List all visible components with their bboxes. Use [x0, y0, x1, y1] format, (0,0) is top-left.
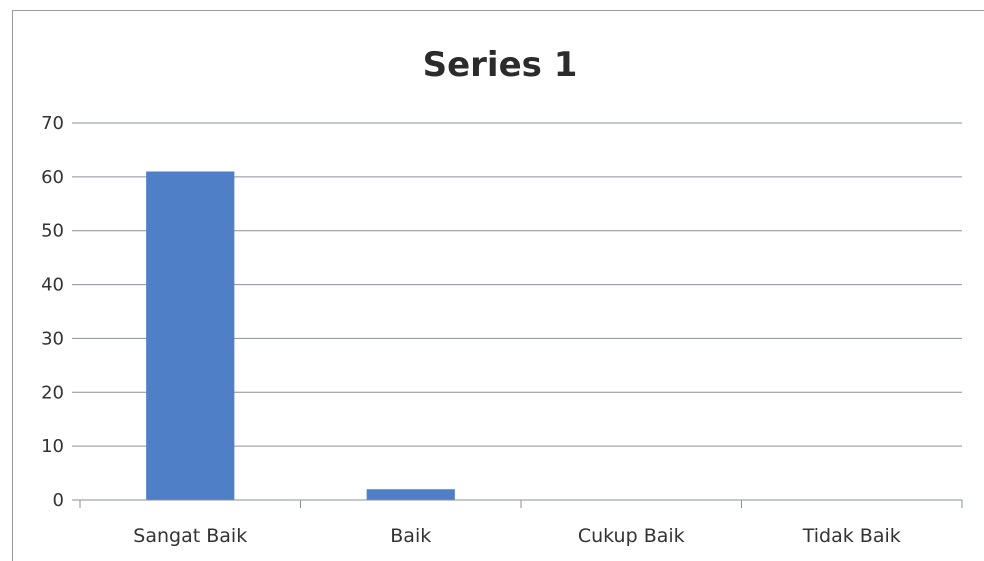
x-category-label: Baik: [390, 525, 431, 547]
chart-title: Series 1: [423, 45, 578, 85]
chart-frame: [12, 10, 984, 561]
y-tick-label: 20: [41, 382, 64, 403]
y-tick-label: 50: [41, 221, 64, 242]
x-axis: [72, 499, 963, 508]
x-category-label: Sangat Baik: [133, 525, 247, 547]
bar-baik: [366, 489, 455, 500]
bar-sangat-baik: [146, 171, 235, 500]
x-category-label: Cukup Baik: [578, 525, 685, 547]
gridlines: [72, 122, 962, 447]
x-axis-categories: Sangat Baik Baik Cukup Baik Tidak Baik: [133, 525, 900, 547]
y-tick-label: 60: [41, 167, 64, 188]
y-tick-label: 70: [41, 113, 64, 134]
y-tick-label: 40: [41, 275, 64, 296]
x-category-label: Tidak Baik: [802, 525, 901, 547]
y-tick-label: 30: [41, 328, 64, 349]
y-tick-label: 10: [41, 436, 64, 457]
y-tick-label: 0: [53, 490, 64, 511]
y-axis-ticks: 0 10 20 30 40 50 60 70: [41, 113, 64, 511]
bars: [146, 171, 455, 500]
